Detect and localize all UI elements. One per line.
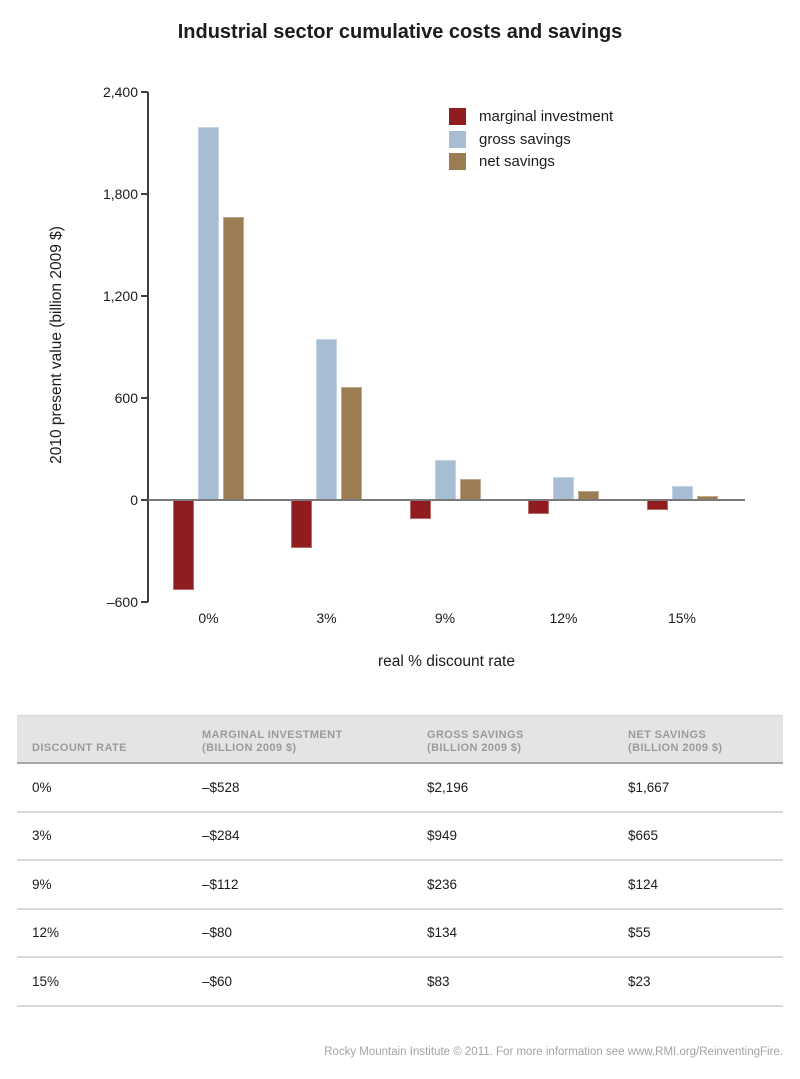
table-cell: $665 [628,828,659,844]
bar-marginal-investment [173,500,194,590]
table-header-sublabel: (BILLION 2009 $) [628,742,723,754]
table-cell: –$528 [202,779,240,795]
x-tick-label: 3% [316,610,337,626]
table-header-label: MARGINAL INVESTMENT [202,729,343,741]
table-cell: $124 [628,876,659,892]
bar-gross-savings [434,459,456,500]
legend-item-marginal-investment: marginal investment [449,108,613,125]
y-axis-line [147,92,149,602]
legend-swatch-marginal-investment [449,108,466,125]
data-table: DISCOUNT RATE MARGINAL INVESTMENT (BILLION… [17,715,783,1007]
table-cell: $236 [427,876,458,892]
table-header-label: NET SAVINGS [628,729,707,741]
table-cell: $83 [427,973,450,989]
table-cell: 12% [32,925,60,941]
x-tick-label: 15% [667,610,697,626]
legend-label: gross savings [479,130,571,148]
table-header-label: DISCOUNT RATE [32,742,127,754]
table-row: 0% –$528 $2,196 $1,667 [17,764,783,813]
legend-swatch-gross-savings [449,130,466,148]
table-header-cell: MARGINAL INVESTMENT (BILLION 2009 $) [202,716,427,762]
table-cell: $23 [628,973,651,989]
bar-net-savings [341,386,362,500]
table-cell: –$60 [202,973,233,989]
legend-swatch-net-savings [449,153,466,170]
y-tick-label: 2,400 [102,84,138,100]
table-cell: –$112 [202,876,239,892]
footer-credit: Rocky Mountain Institute © 2011. For mor… [324,1046,783,1058]
table-cell: –$284 [202,828,240,844]
bar-marginal-investment [646,500,668,511]
table-header-sublabel: (BILLION 2009 $) [427,742,522,754]
y-tick-label: 600 [114,390,138,406]
bar-marginal-investment [528,500,549,514]
table-row: 3% –$284 $949 $665 [17,813,783,861]
legend-label: net savings [479,153,555,170]
table-cell: $55 [628,925,651,941]
table-header-sublabel: (BILLION 2009 $) [202,742,297,754]
table-cell: 3% [32,828,52,844]
y-tick-mark [141,91,148,93]
y-tick-label: 1,200 [102,288,138,304]
table-header-cell: GROSS SAVINGS (BILLION 2009 $) [427,716,628,762]
bar-marginal-investment [291,500,312,549]
table-cell: 0% [32,779,52,795]
y-tick-mark [141,193,148,195]
legend-item-gross-savings: gross savings [449,130,613,148]
table-header-label: GROSS SAVINGS [427,729,524,741]
zero-baseline [148,499,745,501]
x-axis-label: real % discount rate [378,653,515,670]
legend-item-net-savings: net savings [449,153,613,170]
table-header-cell: DISCOUNT RATE [17,716,202,762]
table-body: 0% –$528 $2,196 $1,667 3% –$284 $949 $665 9% –$11… [17,764,783,1007]
bar-gross-savings [316,338,337,500]
table-cell: $2,196 [427,779,469,795]
table-cell: $134 [427,925,458,941]
y-tick-mark [141,397,148,399]
y-tick-mark [141,295,148,297]
table-cell: 15% [32,973,60,989]
x-tick-label: 9% [434,610,456,626]
y-tick-label: –600 [106,594,138,610]
table-cell: $949 [427,828,458,844]
table-header-row: DISCOUNT RATE MARGINAL INVESTMENT (BILLION… [17,715,783,764]
table-cell: $1,667 [628,779,670,795]
y-tick-label: 1,800 [102,186,138,202]
y-tick-mark [141,499,148,501]
bar-gross-savings [671,485,693,500]
y-axis-label: 2010 present value (billion 2009 $) [48,226,65,464]
table-row: 12% –$80 $134 $55 [17,910,783,958]
bar-gross-savings [553,477,574,500]
table-row: 9% –$112 $236 $124 [17,861,783,910]
y-tick-mark [141,601,148,603]
table-row: 15% –$60 $83 $23 [17,958,783,1007]
x-tick-label: 12% [549,610,578,626]
bar-gross-savings [198,126,219,500]
table-cell: –$80 [202,925,233,941]
bar-net-savings [459,478,481,500]
x-tick-label: 0% [198,610,219,626]
table-cell: 9% [32,876,52,892]
chart-title: Industrial sector cumulative costs and s… [177,21,623,43]
y-tick-label: 0 [130,492,138,508]
legend-label: marginal investment [479,108,614,125]
bar-chart: 2010 present value (billion 2009 $) marg… [48,84,745,670]
chart-legend: marginal investment gross savings net savi… [449,108,613,170]
bar-marginal-investment [409,500,431,520]
table-header-cell: NET SAVINGS (BILLION 2009 $) [628,716,783,762]
bar-net-savings [223,216,244,500]
